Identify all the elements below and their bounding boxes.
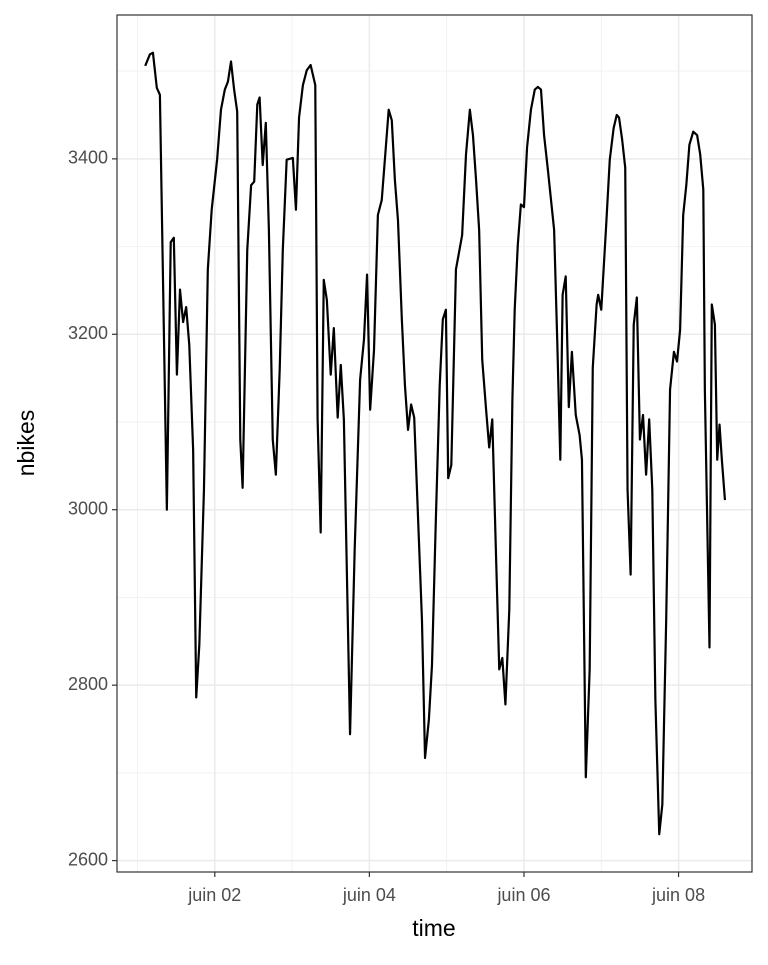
panel-border xyxy=(116,14,753,873)
data-line xyxy=(144,51,727,836)
x-tick-label: juin 06 xyxy=(496,885,550,905)
y-tick-label: 3000 xyxy=(68,498,108,518)
x-axis-title: time xyxy=(412,915,455,941)
y-axis-title: nbikes xyxy=(13,410,39,476)
x-tick-label: juin 08 xyxy=(651,885,705,905)
y-tick-label: 3200 xyxy=(68,323,108,343)
y-tick-label: 3400 xyxy=(68,148,108,168)
x-tick-label: juin 02 xyxy=(187,885,241,905)
y-tick-label: 2800 xyxy=(68,674,108,694)
y-tick-label: 2600 xyxy=(68,849,108,869)
x-tick-label: juin 04 xyxy=(342,885,396,905)
